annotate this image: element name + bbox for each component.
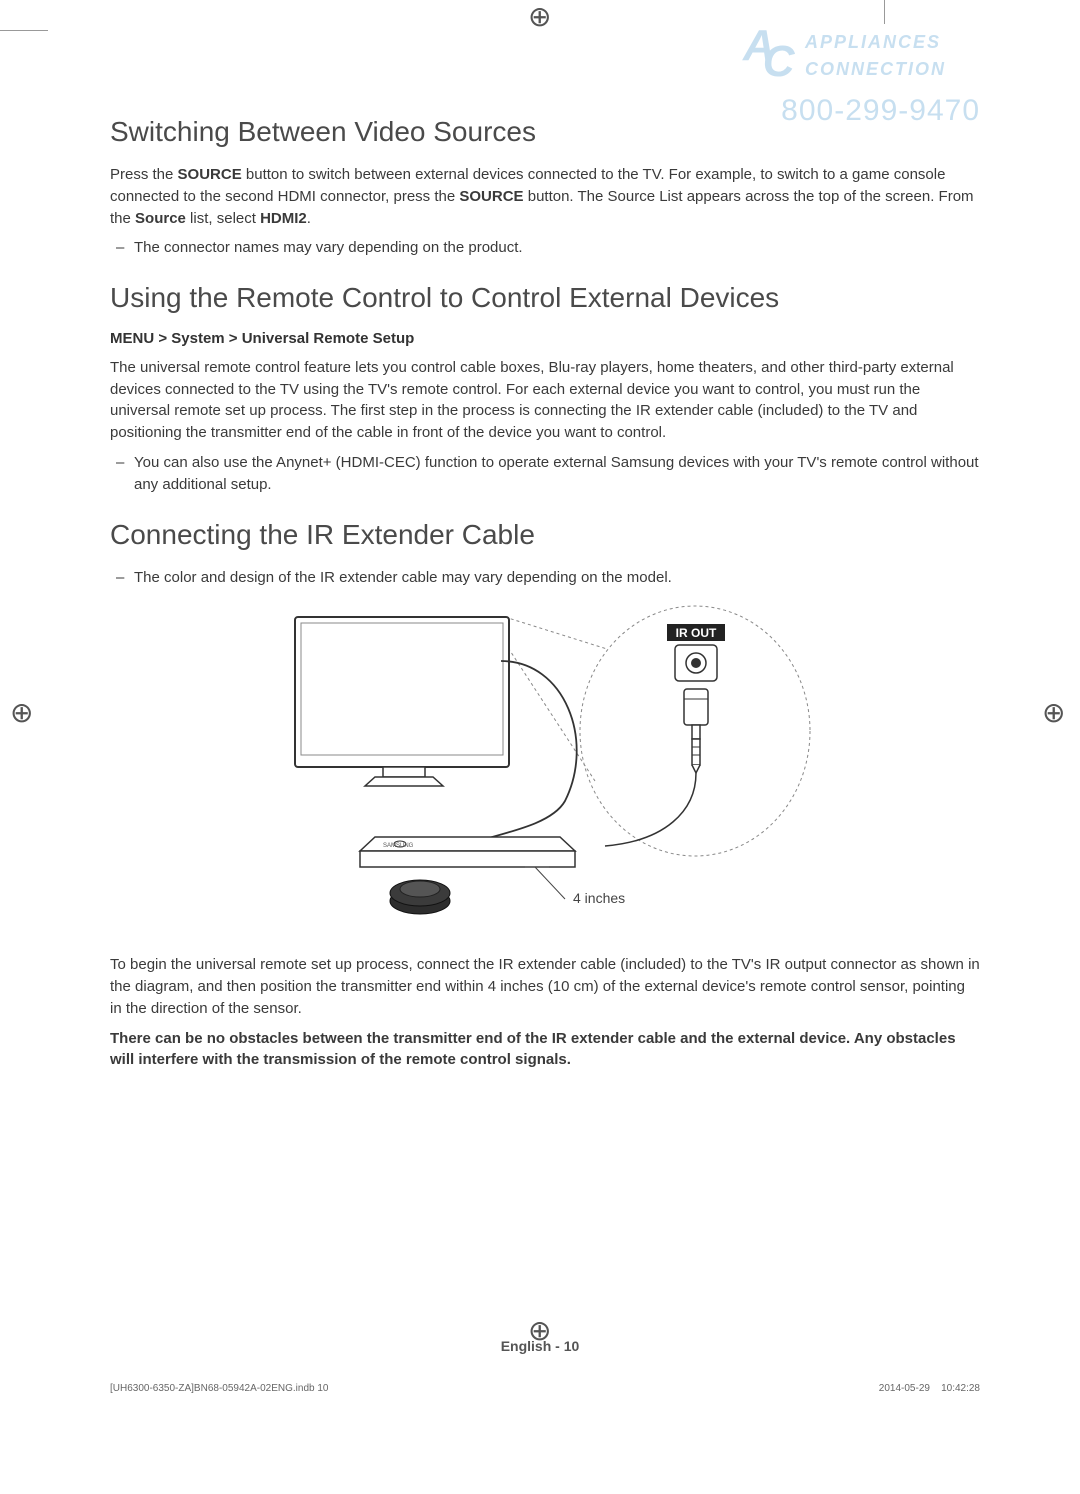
text-frag: . — [307, 210, 311, 227]
text-bold-source2: SOURCE — [459, 188, 523, 205]
watermark-line2: CONNECTION — [805, 56, 946, 83]
para-ir-setup: To begin the universal remote set up pro… — [110, 954, 980, 1019]
text-bold-sourcelist: Source — [135, 210, 186, 227]
para-switching-sources: Press the SOURCE button to switch betwee… — [110, 164, 980, 229]
reg-mark-top — [528, 6, 556, 34]
text-frag: Press the — [110, 166, 178, 183]
svg-text:SAMSUNG: SAMSUNG — [383, 843, 414, 849]
heading-ir-extender: Connecting the IR Extender Cable — [110, 519, 980, 551]
text-bold-hdmi2: HDMI2 — [260, 210, 307, 227]
crop-line-tr-v — [884, 0, 885, 24]
reg-mark-right — [1042, 702, 1070, 730]
jack-plug-icon — [605, 689, 708, 846]
page-content: Switching Between Video Sources Press th… — [110, 110, 980, 1354]
crop-line-tl-h — [0, 30, 48, 31]
ir-extender-diagram: IR OUT — [265, 601, 825, 936]
list-item: The connector names may vary depending o… — [134, 237, 980, 260]
list-item: You can also use the Anynet+ (HDMI-CEC) … — [134, 452, 980, 497]
list-section2: You can also use the Anynet+ (HDMI-CEC) … — [110, 452, 980, 497]
page-number: English - 10 — [0, 1338, 1080, 1354]
menu-path: MENU > System > Universal Remote Setup — [110, 330, 980, 347]
diagram-distance-label: 4 inches — [573, 890, 625, 906]
footer-doc-ref: [UH6300-6350-ZA]BN68-05942A-02ENG.indb 1… — [110, 1383, 328, 1394]
text-bold-source1: SOURCE — [178, 166, 242, 183]
heading-switching-video-sources: Switching Between Video Sources — [110, 116, 980, 148]
list-section3-top: The color and design of the IR extender … — [110, 567, 980, 590]
reg-mark-left — [10, 702, 38, 730]
ir-emitter-icon — [390, 880, 450, 914]
para-universal-remote: The universal remote control feature let… — [110, 357, 980, 444]
watermark-line1: APPLIANCES — [805, 29, 946, 56]
footer-meta: [UH6300-6350-ZA]BN68-05942A-02ENG.indb 1… — [110, 1383, 980, 1394]
text-frag: list, select — [186, 210, 260, 227]
list-section1: The connector names may vary depending o… — [110, 237, 980, 260]
list-item: The color and design of the IR extender … — [134, 567, 980, 590]
settop-box-icon: SAMSUNG — [360, 837, 575, 867]
footer-timestamp: 2014-05-29 10:42:28 — [879, 1383, 980, 1394]
para-ir-warning: There can be no obstacles between the tr… — [110, 1028, 980, 1072]
diagram-port-label: IR OUT — [676, 626, 717, 640]
tv-icon — [295, 617, 509, 786]
heading-remote-external-devices: Using the Remote Control to Control Exte… — [110, 282, 980, 314]
